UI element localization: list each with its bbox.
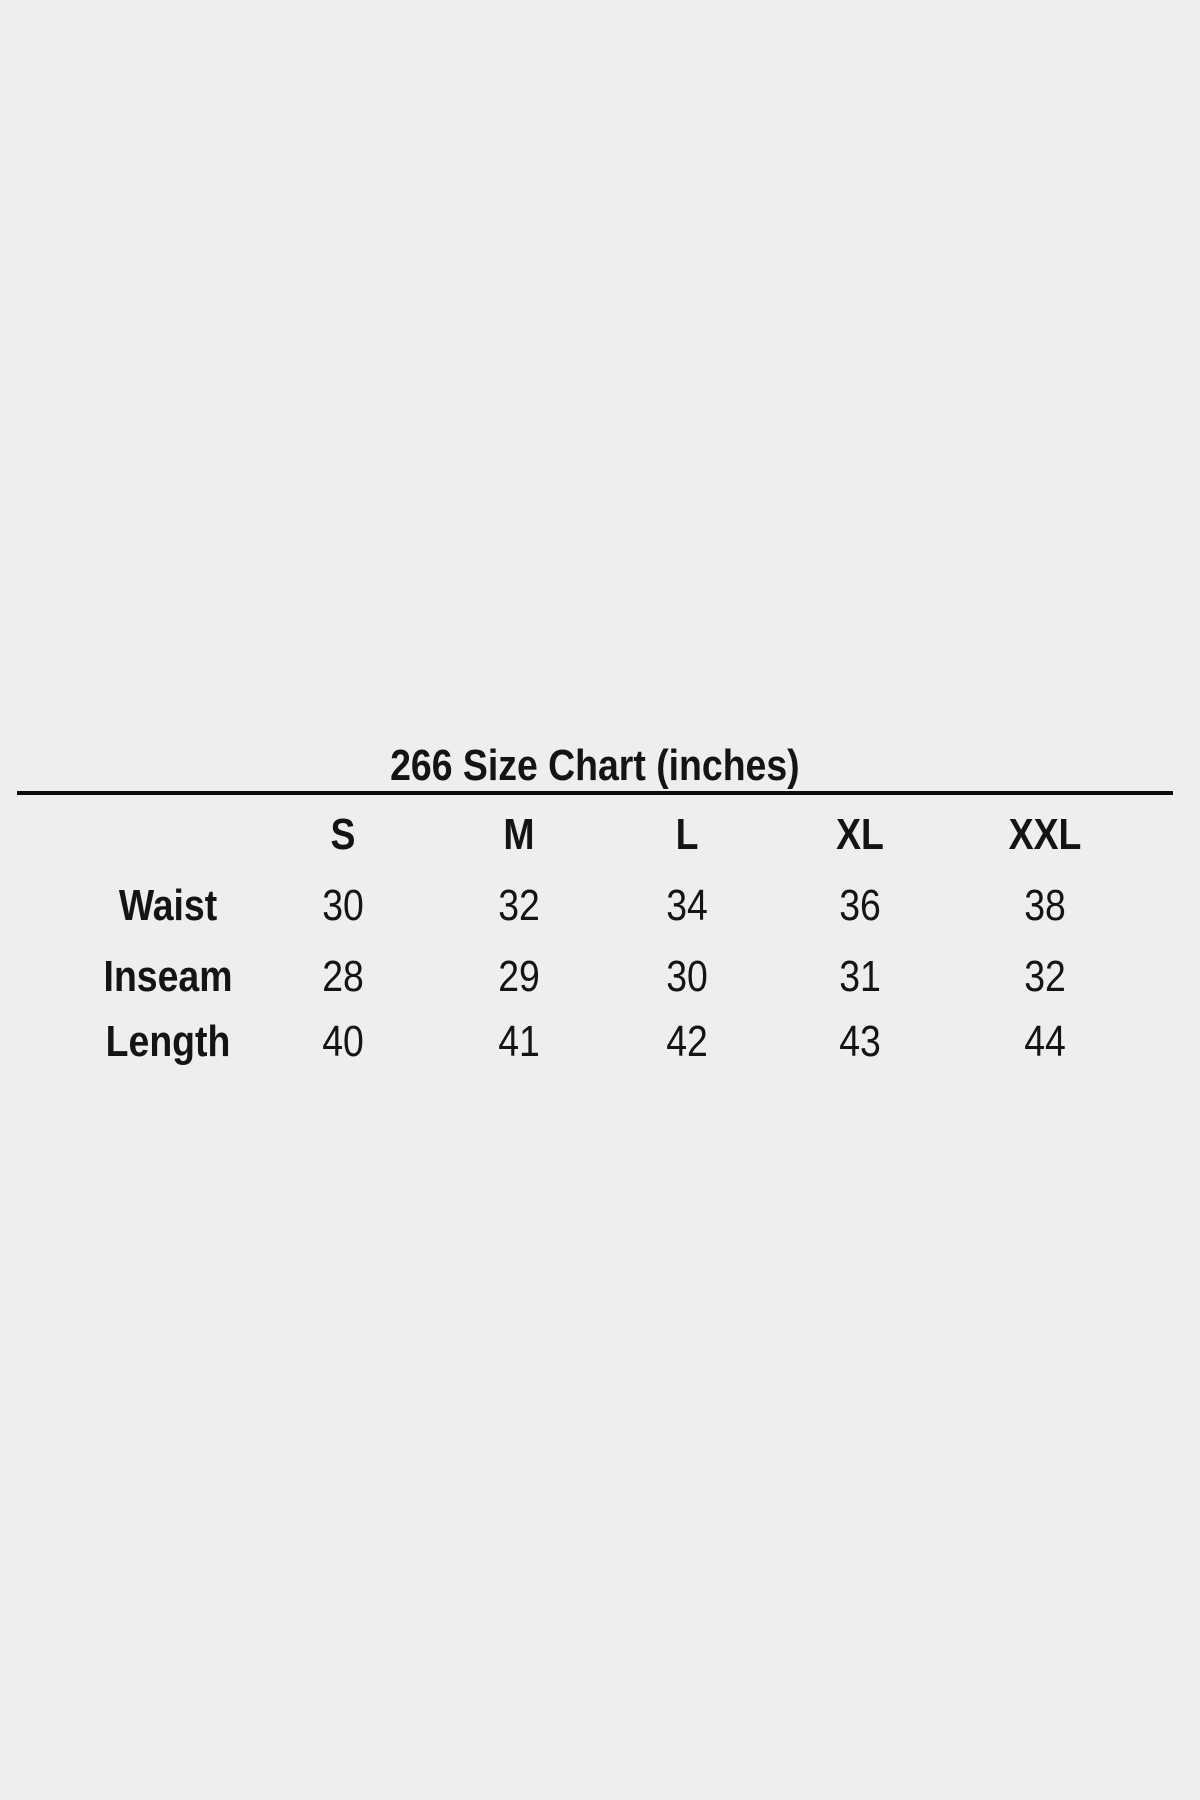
row-label-waist: Waist [118,881,218,930]
col-header-xxl: XXL [1008,810,1082,859]
cell-waist-xxl: 38 [1024,881,1066,930]
cell-waist-xl: 36 [839,881,881,930]
cell-inseam-xxl: 32 [1024,952,1066,1001]
cell-inseam-l: 30 [666,952,708,1001]
col-header-m: M [503,810,535,859]
cell-length-xxl: 44 [1024,1017,1066,1066]
cell-inseam-s: 28 [322,952,364,1001]
col-header-s: S [330,810,356,859]
row-label-length: Length [105,1017,231,1066]
cell-inseam-xl: 31 [839,952,881,1001]
cell-length-m: 41 [498,1017,540,1066]
cell-length-s: 40 [322,1017,364,1066]
col-header-xl: XL [836,810,884,859]
cell-inseam-m: 29 [498,952,540,1001]
cell-length-l: 42 [666,1017,708,1066]
row-label-inseam: Inseam [103,952,233,1001]
size-chart-title: 266 Size Chart (inches) [17,740,1173,792]
cell-length-xl: 43 [839,1017,881,1066]
cell-waist-l: 34 [666,881,708,930]
size-chart-title-text: 266 Size Chart (inches) [390,741,800,790]
cell-waist-m: 32 [498,881,540,930]
col-header-l: L [675,810,699,859]
cell-waist-s: 30 [322,881,364,930]
header-rule [17,791,1173,795]
